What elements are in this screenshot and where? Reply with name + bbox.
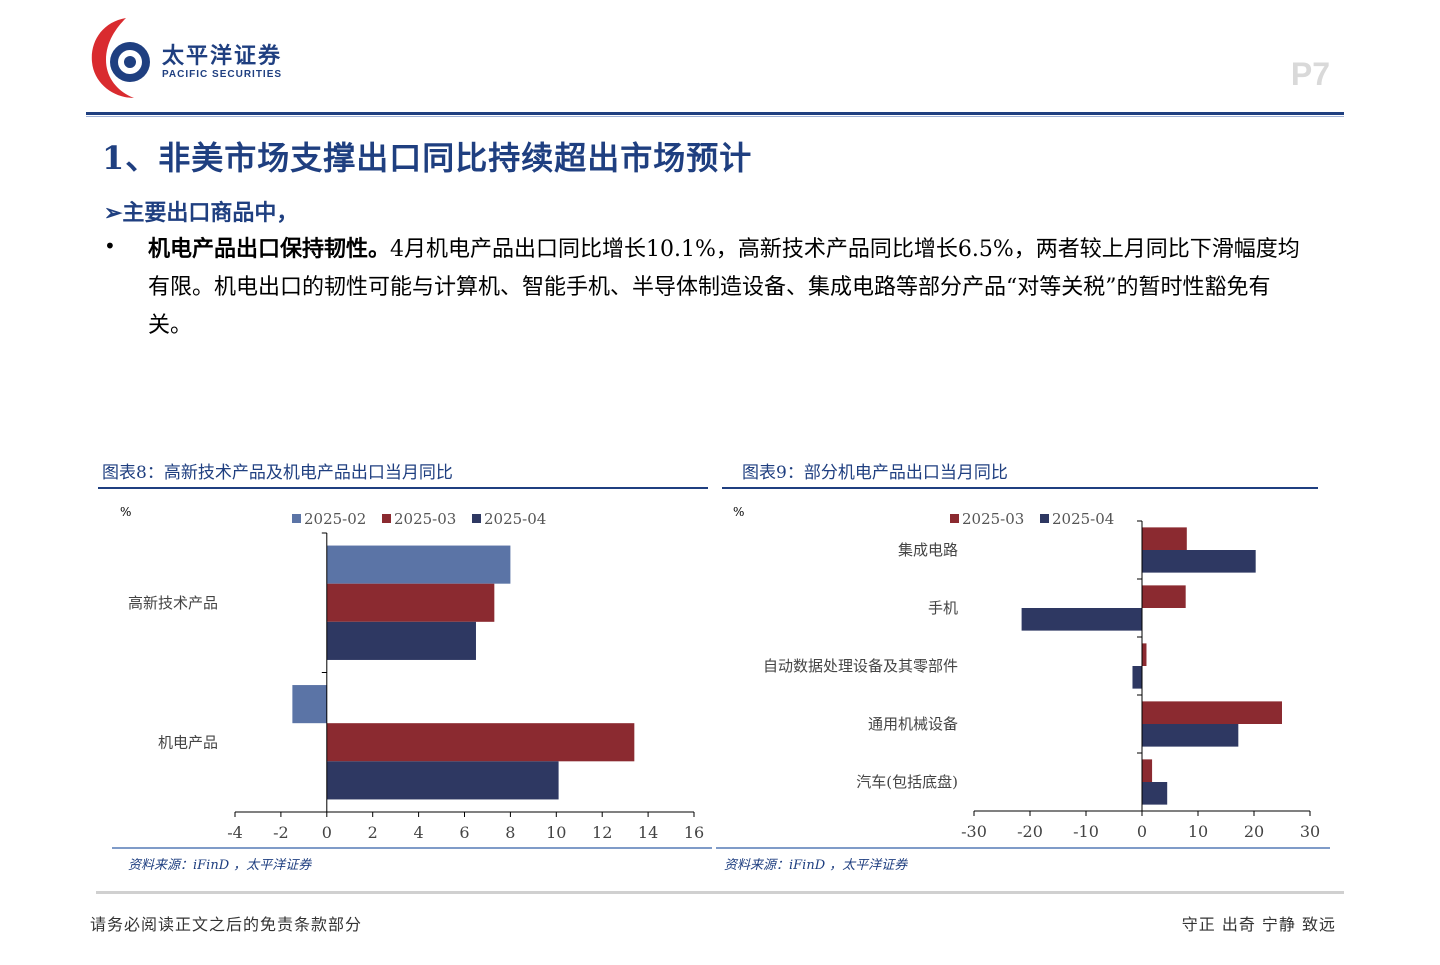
logo-text-en: PACIFIC SECURITIES [162, 69, 283, 80]
x-tick-label: 12 [592, 823, 612, 842]
bar [1142, 724, 1239, 747]
x-tick-label: -4 [227, 823, 243, 842]
legend-swatch [472, 514, 481, 523]
chart-fig9: % 2025-03 2025-04 集成电路手机自动数据处理设备及其零部件通用机械设备… [733, 505, 1320, 841]
legend-swatch [382, 514, 391, 523]
bar [292, 685, 327, 724]
figure8-source: 资料来源：iFinD ，太平洋证券 [128, 858, 312, 873]
x-tick-label: -10 [1073, 822, 1099, 841]
x-tick-label: 16 [684, 823, 704, 842]
figure8-title: 图表8：高新技术产品及机电产品出口当月同比 [102, 463, 453, 483]
x-tick-label: 14 [638, 823, 658, 842]
bar [1142, 759, 1153, 782]
category-label: 高新技术产品 [128, 594, 218, 612]
page-number: P7 [1290, 56, 1330, 92]
legend-label: 2025-04 [1052, 510, 1114, 528]
category-label: 手机 [928, 599, 958, 617]
legend-label: 2025-04 [484, 510, 546, 528]
bar [1142, 701, 1282, 724]
bar [326, 621, 476, 660]
category-label: 集成电路 [898, 541, 958, 559]
figure9-source-rule [716, 847, 1330, 849]
page-title: 1、非美市场支撑出口同比持续超出市场预计 [102, 139, 753, 177]
bar [1021, 608, 1142, 631]
category-label: 机电产品 [158, 733, 218, 751]
legend-label: 2025-02 [304, 510, 366, 528]
x-tick-label: -30 [961, 822, 987, 841]
header-divider [86, 112, 1344, 115]
unit-label: % [733, 505, 744, 519]
bar [1142, 585, 1186, 608]
figure9-title-rule [722, 487, 1318, 489]
x-tick-label: 0 [1137, 822, 1147, 841]
x-tick-label: 20 [1244, 822, 1264, 841]
bar [1142, 643, 1147, 666]
bar [1142, 527, 1187, 550]
x-tick-label: -20 [1017, 822, 1043, 841]
footer-divider [96, 891, 1344, 894]
figure8-title-rule [98, 487, 708, 489]
x-tick-label: 8 [505, 823, 515, 842]
legend-swatch [1040, 514, 1049, 523]
bar [326, 545, 511, 584]
x-tick-label: 10 [1188, 822, 1208, 841]
bar [1142, 782, 1168, 805]
x-tick-label: -2 [273, 823, 289, 842]
category-label: 汽车(包括底盘) [856, 773, 958, 791]
logo-text-cn: 太平洋证券 [162, 44, 283, 69]
bar [1142, 550, 1256, 573]
x-tick-label: 10 [546, 823, 566, 842]
figure9-source: 资料来源：iFinD ，太平洋证券 [724, 858, 908, 873]
bar [326, 761, 559, 800]
paragraph-lead: 机电产品出口保持韧性。 [148, 236, 391, 262]
footer-motto: 守正 出奇 宁静 致远 [1181, 915, 1336, 934]
category-label: 自动数据处理设备及其零部件 [763, 657, 958, 675]
legend-label: 2025-03 [962, 510, 1024, 528]
body-paragraph: 机电产品出口保持韧性。4月机电产品出口同比增长10.1%，高新技术产品同比增长6… [148, 230, 1308, 345]
bar [1132, 666, 1142, 689]
category-label: 通用机械设备 [868, 715, 958, 733]
bar [326, 583, 495, 622]
x-tick-label: 4 [414, 823, 424, 842]
legend-swatch [950, 514, 959, 523]
legend-swatch [292, 514, 301, 523]
footer-disclaimer: 请务必阅读正文之后的免责条款部分 [90, 915, 363, 934]
x-tick-label: 0 [322, 823, 332, 842]
header-divider-thin [86, 116, 1344, 117]
company-logo: 太平洋证券 PACIFIC SECURITIES [88, 14, 288, 104]
bullet-dot: • [104, 234, 116, 258]
unit-label: % [120, 505, 131, 519]
figure8-source-rule [112, 847, 712, 849]
legend-label: 2025-03 [394, 510, 456, 528]
section-subheading: ➢主要出口商品中， [104, 200, 299, 226]
x-tick-label: 30 [1300, 822, 1320, 841]
x-tick-label: 2 [368, 823, 378, 842]
bar [326, 723, 635, 762]
logo-emblem-icon [91, 18, 150, 98]
figure9-title: 图表9：部分机电产品出口当月同比 [742, 463, 1008, 483]
paragraph-body: 4月机电产品出口同比增长10.1%，高新技术产品同比增长6.5%，两者较上月同比… [148, 237, 1300, 338]
x-tick-label: 6 [459, 823, 469, 842]
